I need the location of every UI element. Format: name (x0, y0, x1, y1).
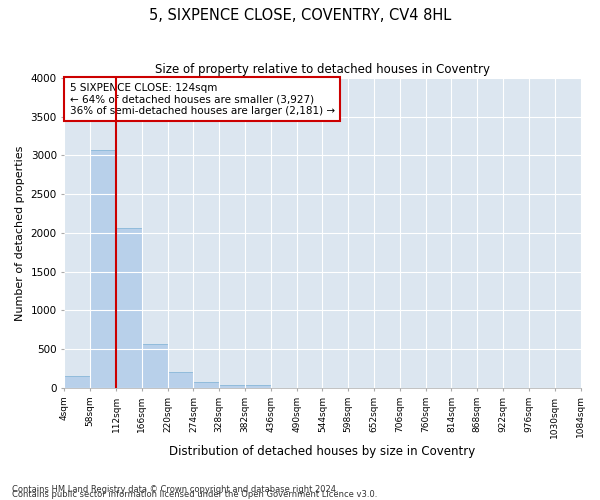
Title: Size of property relative to detached houses in Coventry: Size of property relative to detached ho… (155, 62, 490, 76)
Text: Contains HM Land Registry data © Crown copyright and database right 2024.: Contains HM Land Registry data © Crown c… (12, 485, 338, 494)
Bar (219, 384, 245, 388)
Text: 5 SIXPENCE CLOSE: 124sqm
← 64% of detached houses are smaller (3,927)
36% of sem: 5 SIXPENCE CLOSE: 124sqm ← 64% of detach… (70, 82, 335, 116)
Bar (64, 376, 90, 388)
Text: 5, SIXPENCE CLOSE, COVENTRY, CV4 8HL: 5, SIXPENCE CLOSE, COVENTRY, CV4 8HL (149, 8, 451, 22)
Y-axis label: Number of detached properties: Number of detached properties (15, 145, 25, 320)
Bar (167, 372, 193, 388)
Bar (116, 228, 142, 388)
Bar (142, 344, 167, 388)
Bar (245, 384, 271, 388)
Bar (90, 150, 116, 388)
Bar (193, 382, 219, 388)
X-axis label: Distribution of detached houses by size in Coventry: Distribution of detached houses by size … (169, 444, 476, 458)
Text: Contains public sector information licensed under the Open Government Licence v3: Contains public sector information licen… (12, 490, 377, 499)
